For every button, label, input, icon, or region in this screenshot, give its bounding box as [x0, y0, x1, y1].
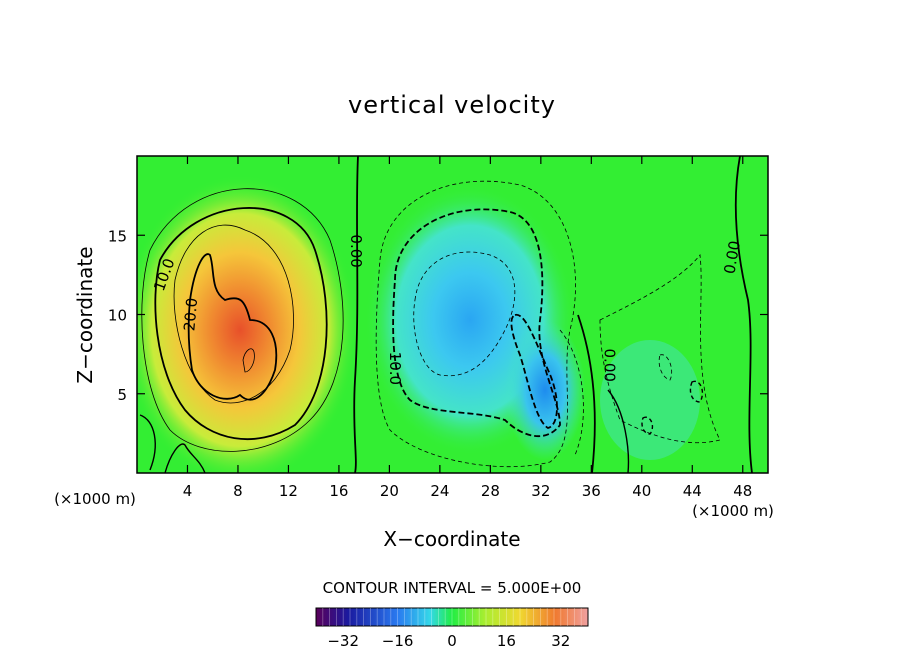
colorbar-gradient	[315, 607, 589, 627]
x-tick-label: 48	[733, 482, 752, 500]
contour-line	[658, 354, 673, 381]
downdraft-tail-shading	[505, 320, 585, 460]
contour-line	[734, 156, 753, 473]
x-tick-label: 28	[481, 482, 500, 500]
y-tick-label: 15	[108, 227, 127, 245]
contour-line	[154, 207, 328, 441]
colorbar-tick-label: 16	[497, 632, 516, 650]
colorbar: −32 −16 0 16 32	[315, 607, 589, 650]
contour-interval-text: CONTOUR INTERVAL = 5.000E+00	[323, 579, 582, 597]
contour-line	[139, 414, 156, 471]
x-tick-label: 16	[329, 482, 348, 500]
colorbar-stripes	[322, 608, 582, 626]
x-tick-label: 12	[279, 482, 298, 500]
y-axis: 5 10 15	[108, 227, 768, 404]
contour-label: 0.00	[720, 239, 744, 275]
contour-line	[242, 348, 255, 373]
x-unit-label-left: (×1000 m)	[54, 490, 136, 508]
x-axis: 4 8 12 16 20 24 28 32 36 40 44 48	[183, 156, 752, 500]
contour-line	[641, 416, 654, 435]
contour-line	[559, 329, 584, 456]
x-tick-label: 20	[380, 482, 399, 500]
x-tick-label: 4	[183, 482, 193, 500]
contour-line	[141, 188, 344, 452]
contour-line	[187, 253, 278, 401]
contour-label: 0.00	[600, 349, 618, 382]
contour-line	[164, 443, 206, 473]
colorbar-tick-label: 32	[551, 632, 570, 650]
colorbar-tick-label: 0	[447, 632, 457, 650]
x-tick-label: 44	[683, 482, 702, 500]
y-tick-label: 10	[108, 307, 127, 325]
y-axis-label: Z−coordinate	[73, 246, 97, 383]
contour-line	[607, 389, 630, 473]
chart-title: vertical velocity	[348, 91, 556, 119]
colorbar-tick-label: −16	[382, 632, 414, 650]
contour-line	[689, 380, 704, 403]
contour-label: 20.0	[180, 297, 201, 332]
contour-line	[392, 208, 561, 437]
contour-label: 10.0	[386, 352, 404, 385]
contour-line	[353, 156, 359, 473]
contour-line	[173, 224, 294, 404]
x-unit-label-right: (×1000 m)	[692, 502, 774, 520]
contour-line	[599, 253, 721, 444]
x-tick-label: 40	[632, 482, 651, 500]
x-tick-label: 36	[582, 482, 601, 500]
y-tick-label: 5	[117, 386, 127, 404]
x-tick-label: 8	[233, 482, 243, 500]
updraft-shading	[137, 175, 358, 473]
contour-line	[577, 314, 596, 473]
x-tick-label: 24	[430, 482, 449, 500]
contour-line	[413, 251, 516, 377]
contour-label: 0.00	[347, 234, 365, 267]
x-tick-label: 32	[531, 482, 550, 500]
contour-line	[510, 314, 558, 429]
contour-line	[375, 180, 576, 468]
colorbar-ticks: −32 −16 0 16 32	[327, 632, 570, 650]
colorbar-tick-label: −32	[327, 632, 359, 650]
x-axis-label: X−coordinate	[383, 527, 520, 551]
